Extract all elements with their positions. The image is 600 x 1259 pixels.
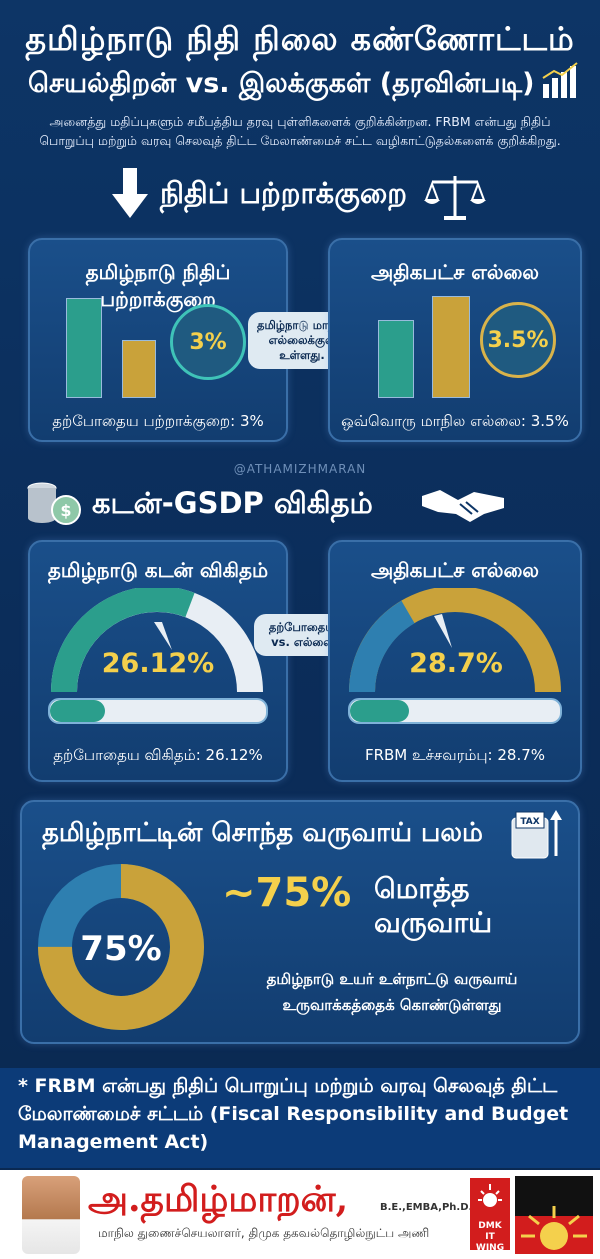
frbm-note: * FRBM என்பது நிதிப் பொறுப்பு மற்றும் வர…	[18, 1075, 569, 1153]
revenue-big-label-2: வருவாய்	[374, 906, 493, 939]
dmk-sun-icon	[478, 1184, 502, 1207]
revenue-donut-segment	[38, 864, 204, 1030]
deficit-limit-bar-2	[432, 296, 470, 398]
description: அனைத்து மதிப்புகளும் சமீபத்திய தரவு புள்…	[0, 112, 600, 150]
deficit-tn-footer: தற்போதைய பற்றாக்குறை: 3%	[52, 412, 264, 430]
debt-tn-title: தமிழ்நாடு கடன் விகிதம்	[47, 558, 269, 582]
footer-degrees: B.E.,EMBA,Ph.D.	[380, 1202, 473, 1213]
revenue-desc-line-1: தமிழ்நாடு உயர் உள்நாட்டு வருவாய்	[266, 970, 518, 988]
bar-chart-icon	[542, 62, 578, 98]
footer-name: அ.தமிழ்மாறன்,	[88, 1178, 349, 1220]
revenue-big-label-1: மொத்த	[374, 872, 470, 905]
debt-limit-progress-fill	[350, 700, 409, 722]
debt-tn-progress-fill	[50, 700, 106, 722]
deficit-tn-bar-limit	[66, 298, 102, 398]
down-arrow-icon	[112, 168, 148, 218]
revenue-donut: 75%	[38, 864, 204, 1030]
avatar	[22, 1176, 80, 1254]
debt-limit-title: அதிகபட்ச எல்லை	[371, 558, 539, 582]
debt-tn-progress	[48, 698, 268, 724]
tax-label: TAX	[520, 817, 539, 827]
deficit-limit-bar-1	[378, 320, 414, 398]
debt-tn-card: தமிழ்நாடு கடன் விகிதம் 26.12% தற்போதைய வ…	[28, 540, 288, 782]
deficit-heading: நிதிப் பற்றாக்குறை	[160, 176, 407, 210]
revenue-card: தமிழ்நாட்டின் சொந்த வருவாய் பலம் TAX 75%…	[20, 800, 580, 1044]
debt-limit-value: 28.7%	[409, 648, 503, 679]
svg-text:$: $	[60, 501, 71, 520]
debt-limit-footer: FRBM உச்சவரம்பு: 28.7%	[364, 746, 546, 764]
deficit-tn-value-badge: 3%	[170, 304, 246, 380]
deficit-tn-card: தமிழ்நாடு நிதிப் பற்றாக்குறை 3% தற்போதைய…	[28, 238, 288, 442]
tax-icon: TAX	[511, 810, 562, 859]
revenue-big-value: ~75%	[222, 870, 352, 916]
watermark: @ATHAMIZHMARAN	[233, 462, 367, 476]
description-line-1: அனைத்து மதிப்புகளும் சமீபத்திய தரவு புள்…	[49, 114, 551, 129]
debt-tn-value: 26.12%	[101, 648, 215, 679]
debt-limit-card: அதிகபட்ச எல்லை 28.7% FRBM உச்சவரம்பு: 28…	[328, 540, 582, 782]
rising-sun-icon	[515, 1176, 593, 1254]
page-subtitle: செயல்திறன் vs. இலக்குகள் (தரவின்படி)	[28, 68, 535, 99]
revenue-donut-value: 75%	[80, 929, 161, 969]
deficit-limit-footer: ஒவ்வொரு மாநில எல்லை: 3.5%	[341, 412, 569, 430]
deficit-limit-title: அதிகபட்ச எல்லை	[371, 260, 539, 284]
debt-heading: கடன்-GSDP விகிதம்	[92, 486, 373, 520]
debt-limit-progress	[348, 698, 562, 724]
footer-role: மாநில துணைச்செயலாளர், திமுக தகவல்தொழில்ந…	[98, 1226, 430, 1240]
deficit-limit-value-badge: 3.5%	[480, 302, 556, 378]
page-title: தமிழ்நாடு நிதி நிலை கண்ணோட்டம்	[25, 20, 575, 58]
revenue-desc-line-2: உருவாக்கத்தைக் கொண்டுள்ளது	[282, 996, 502, 1014]
debt-tn-footer: தற்போதைய விகிதம்: 26.12%	[53, 746, 263, 764]
debt-limit-gauge	[349, 588, 561, 693]
description-line-2: பொறுப்பு மற்றும் வரவு செலவுத் திட்ட மேலா…	[39, 133, 561, 148]
revenue-big-label: மொத்த வருவாய்	[374, 872, 492, 940]
revenue-description: தமிழ்நாடு உயர் உள்நாட்டு வருவாய் உருவாக்…	[222, 966, 562, 1018]
deficit-limit-card: அதிகபட்ச எல்லை 3.5% ஒவ்வொரு மாநில எல்லை:…	[328, 238, 582, 442]
handshake-icon	[422, 490, 504, 522]
dmk-logo-text: DMK IT WING	[475, 1221, 505, 1253]
frbm-note-box	[0, 1068, 600, 1168]
balance-scale-icon	[424, 176, 486, 220]
deficit-tn-bar-actual	[122, 340, 156, 398]
coin-stack-icon: $	[27, 482, 81, 525]
revenue-heading: தமிழ்நாட்டின் சொந்த வருவாய் பலம்	[42, 818, 483, 848]
dmk-logo: DMK IT WING	[470, 1178, 510, 1253]
debt-tn-gauge	[51, 588, 263, 693]
